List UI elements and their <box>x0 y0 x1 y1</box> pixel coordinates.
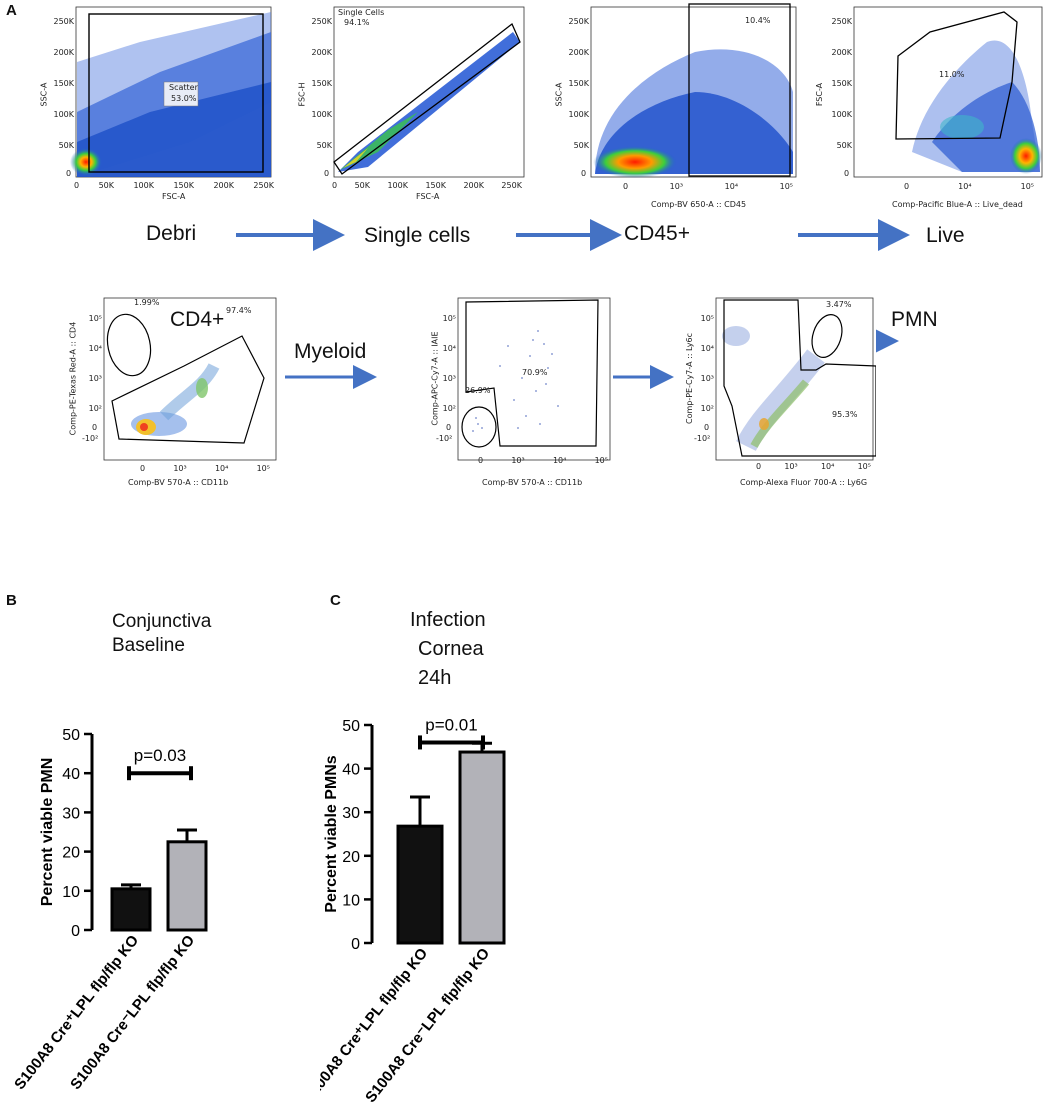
y-axis-label-ly6c: Comp-PE-Cy7-A :: Ly6c <box>685 332 695 425</box>
y-axis-label-cd4: Comp-PE-Texas Red-A :: CD4 <box>68 321 78 436</box>
x-ticks-iaie: 0 10³ 10⁴ 10⁵ <box>478 456 608 465</box>
y-ticks-ly6c: 10⁵ 10⁴ 10³ 10² <box>700 314 714 413</box>
x-axis-label-cd4: Comp-BV 570-A :: CD11b <box>128 478 229 487</box>
y-tick-zero: 0 <box>581 169 587 178</box>
chart-c-title: Infection Cornea 24h <box>410 609 486 689</box>
x-axis-label-ly6c: Comp-Alexa Fluor 700-A :: Ly6G <box>740 478 868 487</box>
y-tick-label: 30 <box>342 805 360 822</box>
y-tick-label: 20 <box>62 845 80 862</box>
stage-label-cd45: CD45+ <box>624 222 690 245</box>
y-axis-label: Percent viable PMNs <box>323 755 340 913</box>
gate-pct-cd4: 1.99% <box>134 298 160 307</box>
bar-cre-neg <box>458 750 506 945</box>
y-tick-label: 0 <box>71 923 80 940</box>
flow-plot-live-graphic <box>853 6 1043 178</box>
panel-c-letter: C <box>330 592 341 609</box>
flow-plot-iaie-cd11b-graphic <box>457 297 611 461</box>
y-tick-neg: -10² <box>694 434 711 443</box>
y-tick-zero: 0 <box>66 169 72 178</box>
gate-pct-cd45: 10.4% <box>745 16 771 25</box>
stage-label-debri: Debri <box>146 222 197 245</box>
gate-label-single-cells: Single Cells <box>338 8 385 17</box>
y-axis-label-iaie: Comp-APC-Cy7-A :: IAIE <box>430 331 440 426</box>
x-axis-label-single-cells: FSC-A <box>416 192 440 201</box>
x-ticks-debri: 0 50K 100K 150K 200K 250K <box>74 181 274 190</box>
y-tick-zero: 0 <box>844 169 850 178</box>
gate-pct-iaie-neg: 26.9% <box>465 386 491 395</box>
y-tick-label: 10 <box>62 884 80 901</box>
y-ticks-cd4: 10⁵ 10⁴ 10³ 10² <box>88 314 102 413</box>
gate-pct-non-pmn: 95.3% <box>832 410 858 419</box>
bar-cre-pos <box>110 887 152 932</box>
x-ticks-live: 0 10⁴ 10⁵ <box>904 182 1034 191</box>
myeloid-label: Myeloid <box>294 340 367 363</box>
x-axis-label-debri: FSC-A <box>162 192 186 201</box>
flow-plot-iaie-cd11b: 70.9% 26.9% 10⁵ 10⁴ 10³ 10² 0 -10² 0 10³ 10⁴ 1… <box>418 296 613 488</box>
y-tick-label: 40 <box>62 766 80 783</box>
bar-cre-pos <box>396 824 444 945</box>
y-ticks-single-cells: 250K 200K 150K 100K 50K <box>311 17 332 150</box>
gate-pct-cd11b: 97.4% <box>226 306 252 315</box>
flow-plot-debri-graphic <box>70 6 272 178</box>
y-tick-label: 50 <box>342 718 360 735</box>
x-ticks-cd4: 0 10³ 10⁴ 10⁵ <box>140 464 270 473</box>
pmn-label: PMN <box>891 308 938 331</box>
stage-label-live: Live <box>926 224 965 247</box>
y-tick-label: 40 <box>342 762 360 779</box>
bar-chart-cornea: 0 10 20 30 40 50 Percent viable PMNs S100A8 Cre… <box>320 715 506 1105</box>
y-tick-zero: 0 <box>324 169 330 178</box>
category-label-cre-neg: S100A8 Cre⁻LPL flp/flp KO <box>362 945 493 1105</box>
flow-plot-debri: Scatter 53.0% 250K 200K 150K 100K 50K 0 0 50K… <box>39 2 275 202</box>
flow-plot-cd45: 10.4% 250K 200K 150K 100K 50K 0 0 10³ 10⁴ 10⁵ C… <box>554 2 800 212</box>
y-tick-neg: -10² <box>436 434 453 443</box>
y-ticks-iaie: 10⁵ 10⁴ 10³ 10² <box>442 314 456 413</box>
p-value-label: p=0.01 <box>425 715 477 734</box>
x-axis-label-iaie: Comp-BV 570-A :: CD11b <box>482 478 583 487</box>
flow-plot-single-cells-graphic <box>333 6 525 178</box>
flow-plot-live: 11.0% 250K 200K 150K 100K 50K 0 0 10⁴ 10⁵ Comp… <box>812 2 1060 212</box>
gate-pct-live: 11.0% <box>939 70 965 79</box>
y-tick-label: 0 <box>351 936 360 953</box>
y-axis-label: Percent viable PMN <box>39 758 56 907</box>
flow-plot-ly6c-ly6g-graphic <box>715 297 876 461</box>
x-axis-label-live: Comp-Pacific Blue-A :: Live_dead <box>892 200 1023 209</box>
flow-plot-cd4-cd11b-graphic <box>103 297 277 461</box>
y-tick-label: 10 <box>342 892 360 909</box>
flow-plot-ly6c-ly6g: 3.47% 95.3% 10⁵ 10⁴ 10³ 10² 0 -10² 0 10³ 10⁴ 1… <box>676 296 876 488</box>
y-ticks-debri: 250K 200K 150K 100K 50K <box>53 17 74 150</box>
gate-pct-single-cells: 94.1% <box>344 18 370 27</box>
y-tick-label: 50 <box>62 727 80 744</box>
chart-b-title: Conjunctiva Baseline <box>112 611 212 656</box>
flow-plot-single-cells: Single Cells 94.1% 250K 200K 150K 100K 50K 0… <box>298 2 528 202</box>
flow-plot-cd4-cd11b: 1.99% 97.4% 10⁵ 10⁴ 10³ 10² 0 -10² 0 10³ 10⁴ 1… <box>64 296 279 488</box>
cd4-plus-label: CD4+ <box>170 308 225 331</box>
flow-plot-cd45-graphic <box>590 3 797 178</box>
gate-pct-pmn: 3.47% <box>826 300 852 309</box>
panel-a-letter: A <box>6 2 17 19</box>
bar-cre-neg <box>166 840 208 932</box>
y-tick-label: 20 <box>342 849 360 866</box>
x-ticks-cd45: 0 10³ 10⁴ 10⁵ <box>623 182 793 191</box>
y-ticks-cd45: 250K 200K 150K 100K 50K <box>568 17 589 150</box>
y-tick-zero: 0 <box>92 423 98 432</box>
y-tick-zero: 0 <box>446 423 452 432</box>
panel-b-letter: B <box>6 592 17 609</box>
p-value-label: p=0.03 <box>134 746 186 765</box>
stage-label-single-cells: Single cells <box>364 224 471 247</box>
gate-pct-scatter: 53.0% <box>171 94 197 103</box>
y-ticks-live: 250K 200K 150K 100K 50K <box>831 17 852 150</box>
x-axis-label-cd45: Comp-BV 650-A :: CD45 <box>651 200 747 209</box>
gate-label-scatter: Scatter <box>169 83 198 92</box>
y-tick-neg: -10² <box>82 434 99 443</box>
x-ticks-ly6c: 0 10³ 10⁴ 10⁵ <box>756 462 871 471</box>
y-tick-zero: 0 <box>704 423 710 432</box>
x-ticks-single-cells: 0 50K 100K 150K 200K 250K <box>332 181 522 190</box>
gate-pct-iaie-pos: 70.9% <box>522 368 548 377</box>
y-tick-label: 30 <box>62 805 80 822</box>
